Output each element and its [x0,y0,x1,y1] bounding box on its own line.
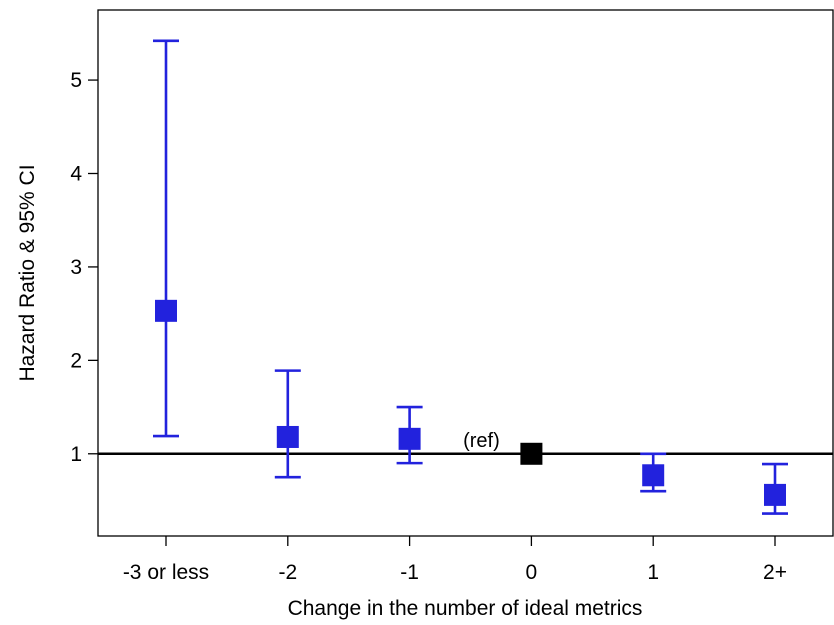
x-tick-label: 2+ [763,561,787,584]
data-marks [153,39,788,515]
reference-point [520,442,543,465]
x-tick-label: -2 [278,561,297,584]
y-axis: 1 2 3 4 5 [70,69,98,466]
estimate-point [155,299,177,322]
plot-frame [97,9,834,537]
x-axis: -3 or less -2 -1 0 1 2+ [123,536,787,584]
estimate-point [764,483,786,506]
y-tick-label: 2 [70,349,82,372]
x-axis-title: Change in the number of ideal metrics [288,597,643,620]
y-tick-label: 4 [70,162,82,185]
estimate-point [398,427,421,450]
estimate-point [642,464,665,487]
y-tick-label: 3 [70,256,82,279]
estimate-point [276,425,299,448]
x-tick-label: -3 or less [123,561,209,584]
ref-annotation: (ref) [463,430,500,452]
y-tick-label: 5 [70,69,82,92]
x-tick-label: -1 [400,561,419,584]
x-tick-label: 1 [647,561,659,584]
x-tick-label: 0 [526,561,538,584]
y-axis-title: Hazard Ratio & 95% CI [16,164,39,381]
y-tick-label: 1 [70,443,82,466]
